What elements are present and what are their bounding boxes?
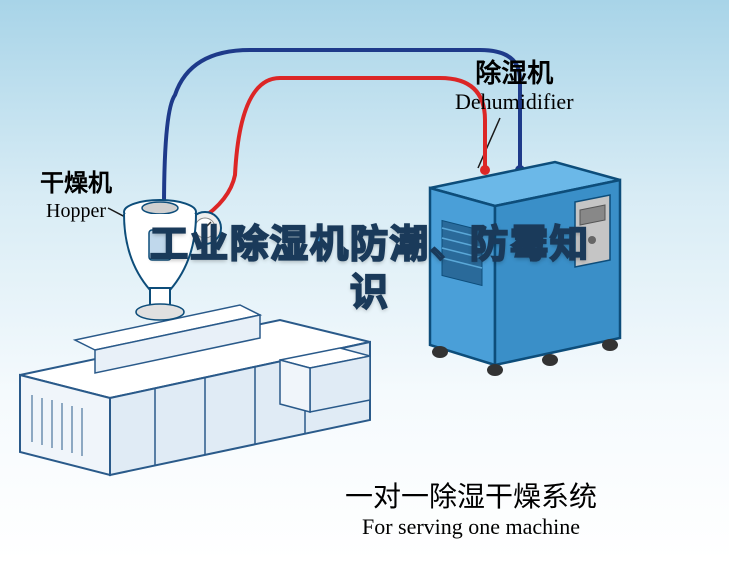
hopper-label: 干燥机 Hopper	[40, 170, 112, 223]
system-label-en: For serving one machine	[345, 514, 597, 540]
dehumidifier-label-en: Dehumidifier	[455, 89, 574, 115]
overlay-title: 工业除湿机防潮、防霉知 识	[120, 222, 620, 317]
system-label: 一对一除湿干燥系统 For serving one machine	[345, 480, 597, 540]
system-label-cn: 一对一除湿干燥系统	[345, 480, 597, 514]
hopper-label-cn: 干燥机	[40, 170, 112, 199]
dehumidifier-label: 除湿机 Dehumidifier	[455, 58, 574, 116]
hopper-label-en: Hopper	[40, 199, 112, 223]
dehumidifier-label-cn: 除湿机	[455, 58, 574, 89]
